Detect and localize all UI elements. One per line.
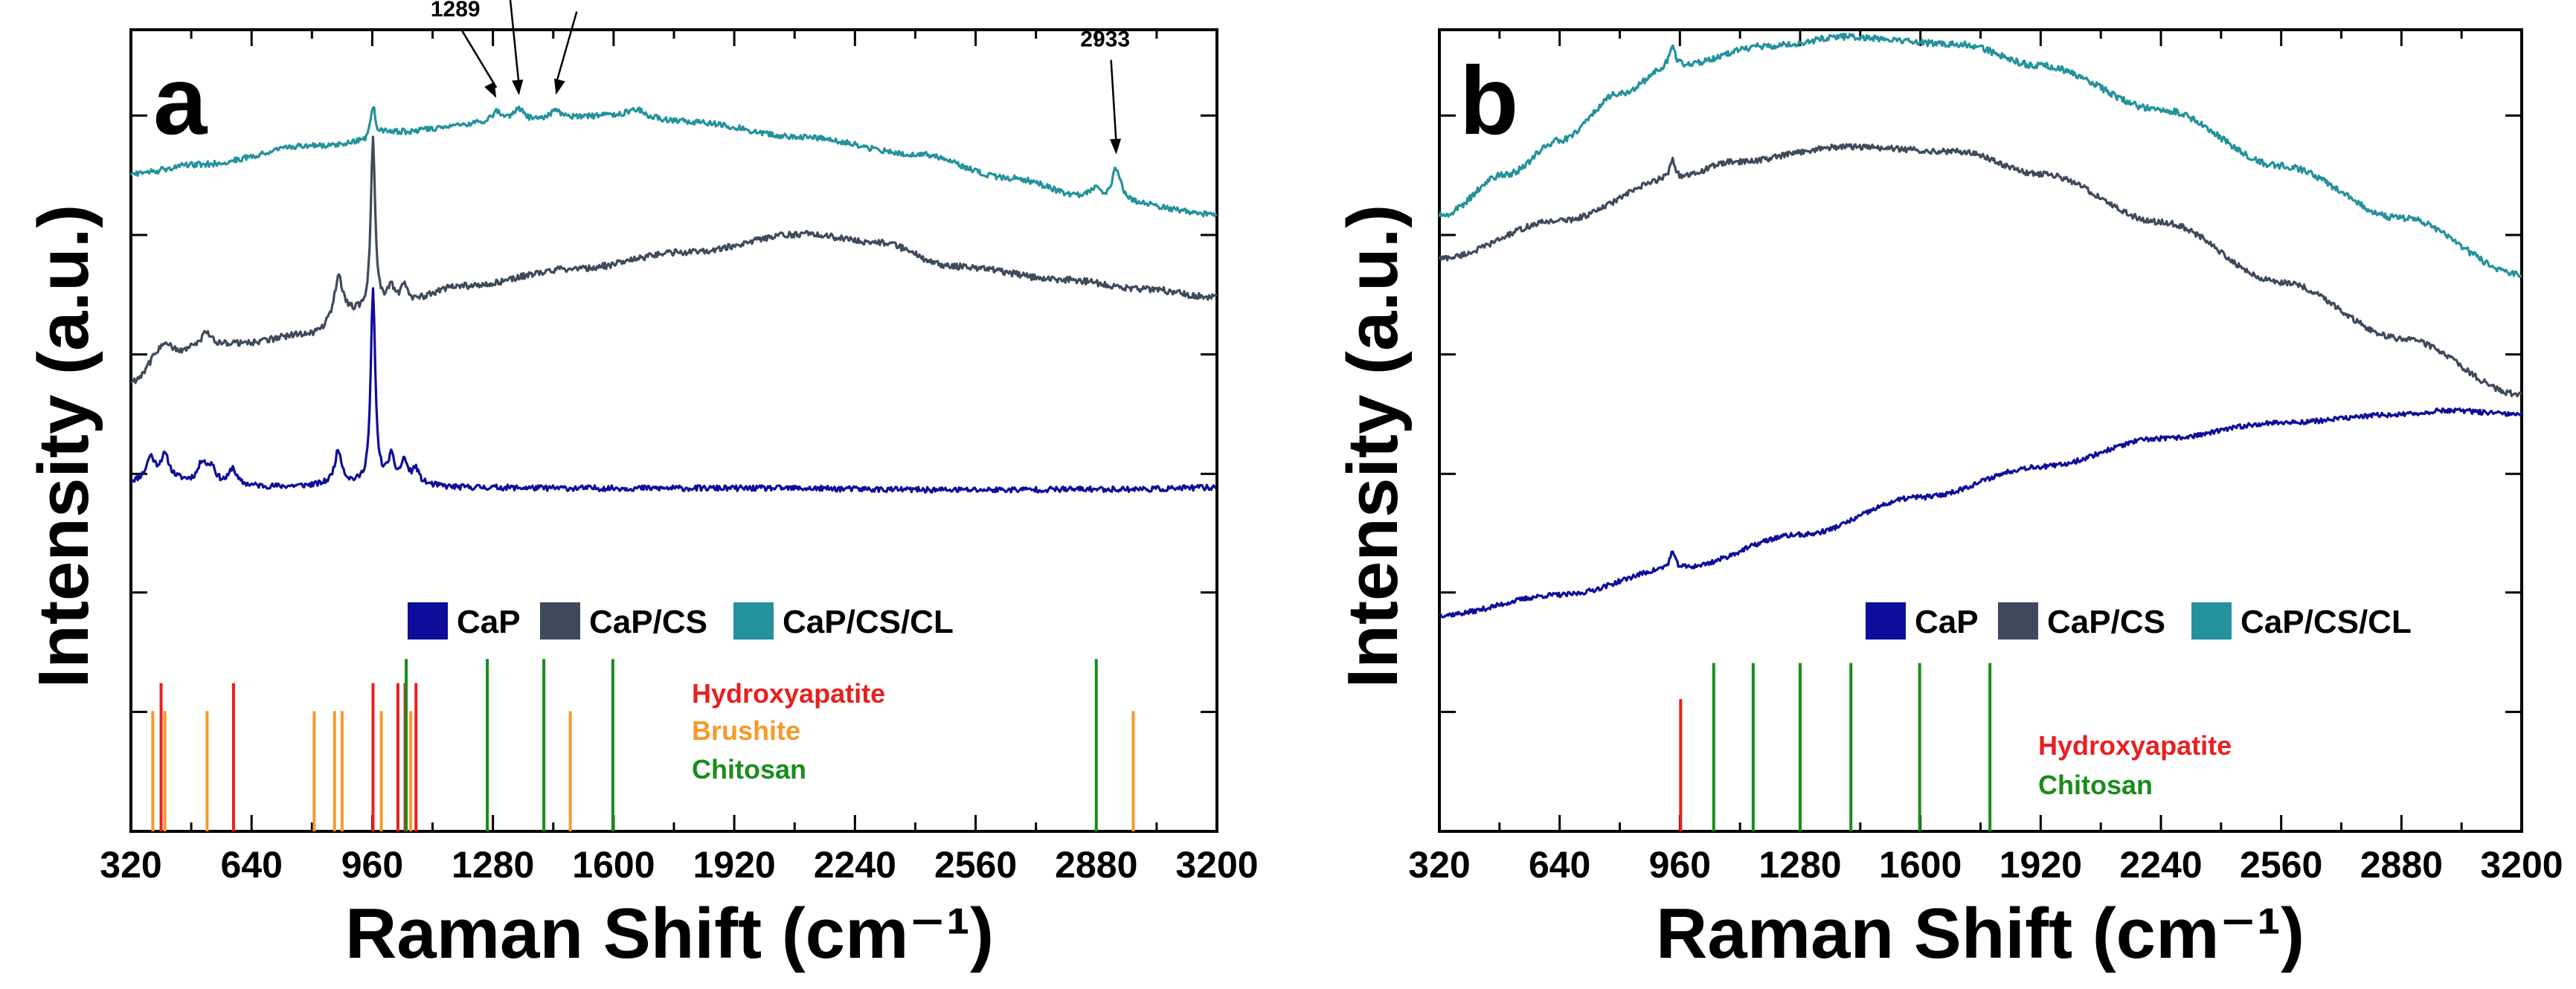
- panel-b-reference-lines: [1679, 663, 1992, 831]
- x-tick-label: 320: [1408, 844, 1470, 886]
- x-tick-label: 2240: [814, 844, 896, 886]
- panel-b-ticks: 320 640 960 1280 1600 1920 2240 2560 2880 3200: [1408, 30, 2563, 886]
- x-tick-label: 2880: [1055, 844, 1137, 886]
- x-tick-label: 960: [1649, 844, 1711, 886]
- panel-b-reference-legend: Hydroxyapatite Chitosan: [2038, 730, 2232, 800]
- panel-a-y-axis-title: Intensity (a.u.): [24, 204, 103, 689]
- panel-a-reference-legend: Hydroxyapatite Brushite Chitosan: [692, 678, 885, 785]
- legend-label-cap: CaP: [457, 604, 521, 640]
- panel-b-plot-frame: [1438, 28, 2523, 833]
- legend-swatch-cap: [408, 602, 448, 640]
- panel-b-y-axis-title: Intensity (a.u.): [1333, 204, 1413, 689]
- annotation-arrow-shaft: [1110, 59, 1117, 144]
- legend-label-cap-cs-cl: CaP/CS/CL: [783, 604, 954, 640]
- panel-b-series: [1438, 32, 2523, 619]
- panel-a-letter: a: [153, 46, 208, 155]
- x-tick-label: 1920: [2000, 844, 2082, 886]
- legend-swatch-cap: [1866, 602, 1906, 640]
- panel-b-legend: CaP CaP/CS CaP/CS/CL: [1866, 602, 2412, 640]
- x-tick-label: 1920: [693, 844, 775, 886]
- x-tick-label: 960: [341, 844, 403, 886]
- x-tick-label: 3200: [1175, 844, 1258, 886]
- x-tick-label: 2240: [2119, 844, 2202, 886]
- annotation-label: 1289: [431, 0, 481, 22]
- legend-label-cap-cs-cl: CaP/CS/CL: [2241, 604, 2412, 640]
- panel-b: 320 640 960 1280 1600 1920 2240 2560 2880 3200 b …: [1333, 28, 2563, 973]
- x-tick-label: 2560: [2240, 844, 2322, 886]
- legend-swatch-cap-cs: [540, 602, 580, 640]
- legend-label-cap-cs: CaP/CS: [589, 604, 707, 640]
- annotation-arrow-head: [484, 81, 497, 98]
- panel-b-letter: b: [1459, 46, 1518, 155]
- legend-swatch-cap-cs-cl: [733, 602, 774, 640]
- panel-a-annotations: 1289134914472933: [431, 0, 1130, 155]
- panel-a-reference-lines: [151, 659, 1135, 831]
- series-line-cap-cs: [1438, 143, 2523, 398]
- x-tick-label: 3200: [2480, 844, 2563, 886]
- legend-label-cap: CaP: [1915, 604, 1979, 640]
- x-tick-label: 1600: [572, 844, 655, 886]
- annotation-arrow-shaft: [555, 11, 578, 85]
- ref-legend-brushite: Brushite: [692, 715, 800, 746]
- ref-legend-chitosan: Chitosan: [2038, 770, 2153, 800]
- x-tick-label: 320: [100, 844, 161, 886]
- series-line-cap-cs: [129, 135, 1218, 384]
- annotation-label: 1447: [546, 0, 596, 4]
- panel-b-x-axis-title: Raman Shift (cm⁻¹): [1656, 894, 2304, 973]
- panel-a-ticks: 320 640 960 1280 1600 1920 2240 2560 2880 3200: [100, 30, 1259, 886]
- annotation-arrow-head: [1109, 138, 1122, 155]
- annotation-arrow-head: [512, 79, 524, 96]
- legend-label-cap-cs: CaP/CS: [2047, 604, 2165, 640]
- x-tick-label: 640: [221, 844, 283, 886]
- panel-a-legend: CaP CaP/CS CaP/CS/CL: [408, 602, 954, 640]
- x-tick-label: 2560: [934, 844, 1017, 886]
- series-line-cap-cs-cl: [129, 105, 1218, 218]
- legend-swatch-cap-cs-cl: [2191, 602, 2232, 640]
- x-tick-label: 1600: [1879, 844, 1962, 886]
- series-line-cap: [130, 287, 1218, 494]
- ref-legend-hydroxyapatite: Hydroxyapatite: [2038, 730, 2232, 761]
- panel-a-plot-frame: [129, 28, 1218, 833]
- series-line-cap-cs-cl: [1438, 32, 2522, 279]
- ref-legend-chitosan: Chitosan: [692, 754, 806, 785]
- ref-legend-hydroxyapatite: Hydroxyapatite: [692, 678, 885, 709]
- annotation-arrow-shaft: [509, 0, 520, 86]
- annotation-label: 2933: [1080, 28, 1130, 52]
- x-tick-label: 1280: [452, 844, 534, 886]
- x-tick-label: 640: [1529, 844, 1590, 886]
- annotation-arrow-shaft: [460, 29, 498, 88]
- legend-swatch-cap-cs: [1998, 602, 2038, 640]
- panel-a-x-axis-title: Raman Shift (cm⁻¹): [345, 894, 994, 973]
- annotation-arrow-head: [554, 78, 565, 95]
- panel-a-series: [129, 105, 1218, 494]
- panel-a: 320 640 960 1280 1600 1920 2240 2560 2880 3200 12…: [24, 0, 1259, 973]
- x-tick-label: 1280: [1758, 844, 1841, 886]
- series-line-cap: [1438, 407, 2523, 619]
- x-tick-label: 2880: [2360, 844, 2443, 886]
